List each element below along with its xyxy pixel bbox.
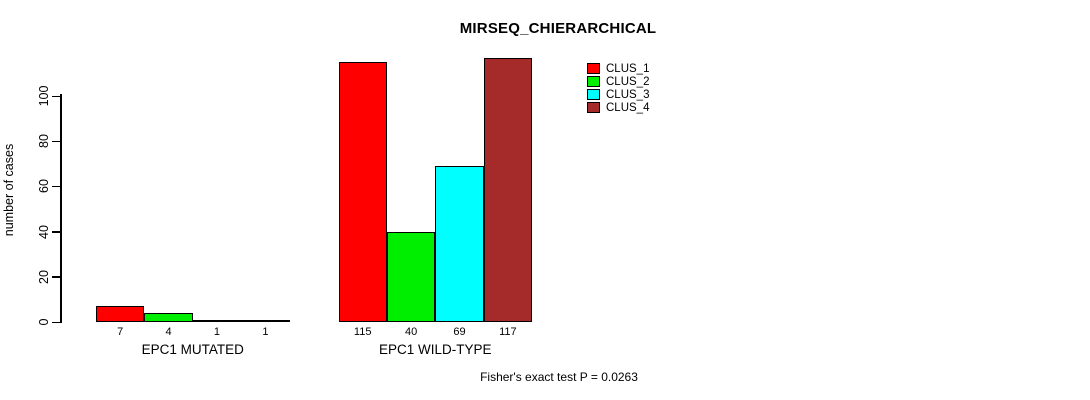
y-tick (52, 321, 60, 323)
y-tick-label: 0 (37, 318, 51, 326)
bar-value-label: 40 (404, 326, 418, 338)
y-tick (52, 185, 60, 188)
y-tick-label: 60 (37, 179, 51, 194)
y-tick-label: 80 (37, 134, 51, 149)
group-label: EPC1 MUTATED (141, 342, 244, 357)
footer-annotation: Fisher's exact test P = 0.0263 (480, 370, 638, 384)
legend-label: CLUS_4 (606, 101, 650, 114)
legend-swatch-clus_1 (587, 63, 600, 74)
legend-label: CLUS_2 (606, 75, 650, 88)
bar-clus_4-group2 (483, 57, 533, 322)
legend-swatch-clus_2 (587, 76, 600, 87)
y-tick-label: 40 (37, 224, 51, 239)
legend-item-clus_1: CLUS_1 (587, 62, 649, 75)
legend-item-clus_4: CLUS_4 (587, 101, 649, 114)
legend-swatch-clus_3 (587, 89, 600, 100)
chart-title: MIRSEQ_CHIERARCHICAL (459, 20, 657, 37)
bar-clus_3-group2 (435, 166, 484, 322)
legend-item-clus_2: CLUS_2 (587, 75, 649, 88)
legend-swatch-clus_4 (587, 102, 600, 113)
y-tick (52, 276, 60, 278)
y-tick (52, 231, 60, 233)
legend-label: CLUS_3 (606, 88, 650, 101)
y-tick-label: 20 (37, 269, 51, 284)
bar-clus_1-group2 (338, 62, 387, 322)
bar-clus_4-group1 (241, 319, 290, 322)
bar-value-label: 7 (117, 326, 124, 338)
legend-label: CLUS_1 (606, 62, 650, 75)
bar-clus_2-group1 (144, 312, 193, 322)
bar-value-label: 69 (453, 326, 466, 338)
bar-value-label: 1 (213, 326, 221, 338)
group-label: EPC1 WILD-TYPE (379, 342, 492, 357)
y-tick (52, 140, 60, 143)
legend-item-clus_3: CLUS_3 (587, 88, 649, 101)
bar-value-label: 4 (165, 326, 172, 338)
y-tick-label: 100 (37, 85, 51, 107)
legend: CLUS_1 CLUS_2 CLUS_3 CLUS_4 (587, 62, 649, 114)
bar-value-label: 115 (353, 326, 372, 338)
y-axis-line (60, 94, 62, 323)
y-tick (52, 95, 60, 97)
bar-clus_3-group1 (192, 319, 242, 322)
bar-value-label: 1 (262, 326, 269, 338)
bar-value-label: 117 (499, 326, 517, 338)
bar-clus_1-group1 (96, 306, 145, 322)
bar-clus_2-group2 (386, 231, 436, 322)
